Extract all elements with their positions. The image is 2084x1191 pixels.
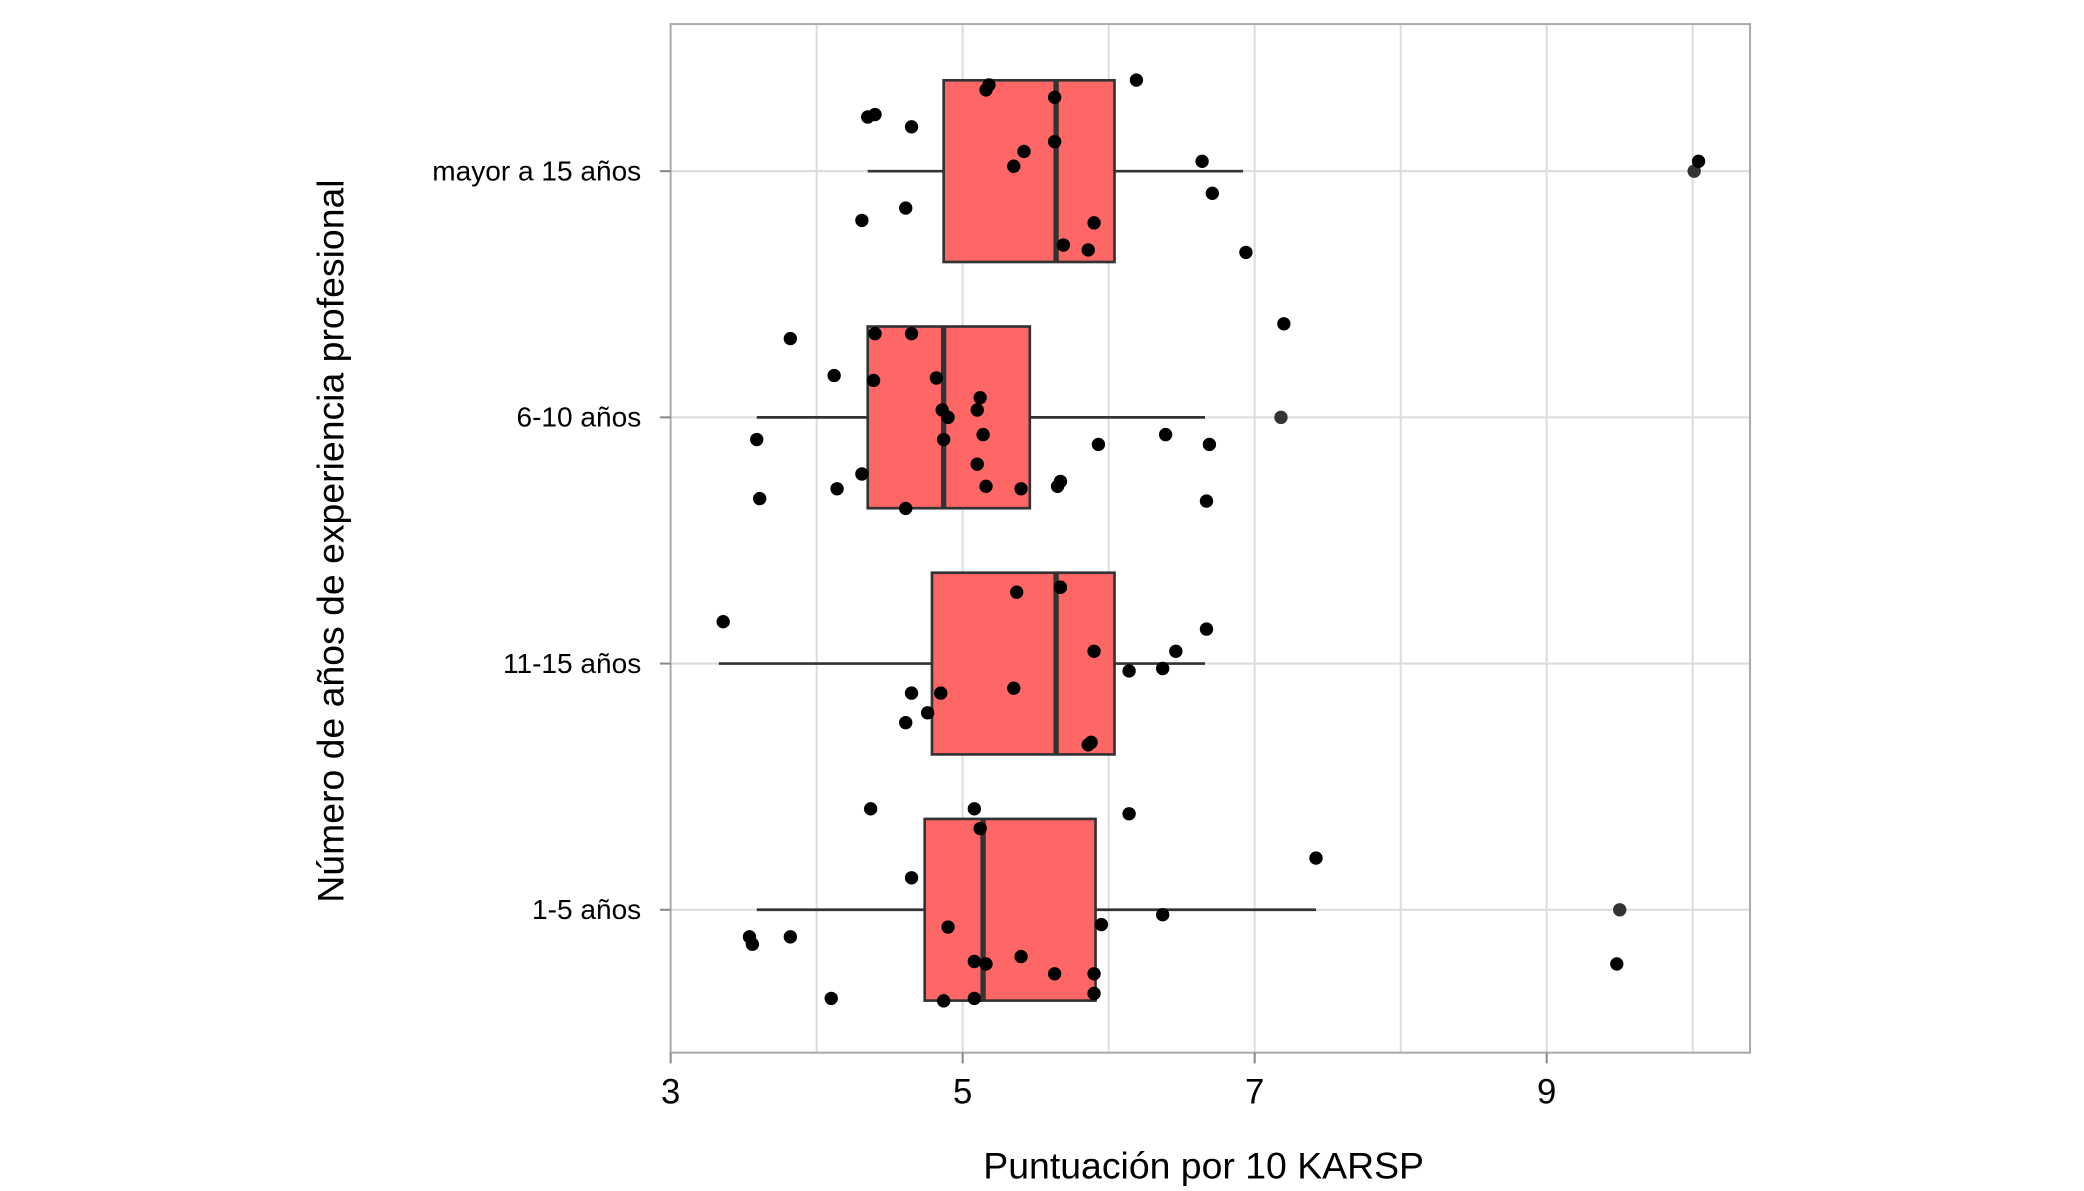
data-point — [1158, 427, 1173, 442]
data-point — [1195, 154, 1209, 168]
data-point — [1047, 90, 1062, 104]
data-point — [1156, 908, 1170, 922]
data-point — [941, 920, 955, 934]
data-point — [1009, 585, 1024, 599]
data-point — [1122, 807, 1136, 821]
x-tick-label: 7 — [1245, 1073, 1264, 1111]
data-point — [824, 991, 838, 1006]
data-point — [1087, 986, 1101, 1001]
jitter-points — [716, 73, 1706, 1008]
data-point — [979, 479, 993, 493]
x-tick-label: 9 — [1537, 1073, 1556, 1111]
data-point — [1053, 580, 1068, 594]
data-point — [1202, 437, 1217, 452]
data-point — [1014, 482, 1028, 496]
box — [942, 78, 1116, 264]
data-point — [1047, 134, 1062, 149]
y-tick-label: mayor a 15 años — [432, 156, 641, 187]
box — [923, 817, 1097, 1002]
data-point — [827, 368, 841, 383]
data-point — [941, 410, 955, 425]
data-point — [1169, 644, 1183, 658]
data-point — [1087, 216, 1101, 230]
data-point — [1017, 144, 1031, 159]
y-axis-title: Número de años de experiencia profesiona… — [309, 179, 351, 902]
data-point — [1087, 644, 1101, 658]
data-point — [936, 994, 951, 1008]
data-point — [1050, 479, 1065, 493]
data-point — [753, 491, 767, 506]
data-point — [976, 427, 990, 442]
data-point — [1091, 437, 1106, 452]
data-point — [745, 937, 760, 951]
data-point — [1056, 238, 1071, 252]
data-point — [979, 957, 993, 971]
data-point — [929, 371, 944, 385]
x-tick-label: 5 — [953, 1073, 972, 1111]
data-point — [861, 110, 875, 124]
data-point — [904, 871, 919, 885]
data-point — [1094, 917, 1109, 932]
data-point — [934, 686, 948, 700]
grid — [670, 24, 1751, 1053]
data-point — [920, 706, 935, 720]
x-tick-label: 3 — [661, 1073, 680, 1111]
data-point — [904, 120, 919, 134]
data-point — [1199, 622, 1214, 636]
data-point — [1156, 661, 1170, 676]
data-point — [1199, 494, 1214, 508]
outlier-point — [1613, 903, 1627, 917]
data-point — [970, 457, 984, 471]
box — [930, 571, 1116, 756]
data-point — [1014, 949, 1028, 964]
data-point — [899, 501, 913, 516]
data-point — [904, 326, 919, 341]
data-point — [1081, 243, 1095, 257]
x-axis-title: Puntuación por 10 KARSP — [983, 1144, 1424, 1186]
data-point — [1007, 159, 1021, 173]
data-point — [830, 482, 844, 496]
data-point — [716, 615, 730, 629]
data-point — [1691, 154, 1706, 168]
data-point — [973, 821, 987, 836]
y-tick-label: 6-10 años — [516, 402, 641, 433]
y-tick-label: 11-15 años — [503, 648, 641, 679]
y-tick-label: 1-5 años — [532, 894, 641, 925]
data-point — [904, 686, 919, 700]
data-point — [1007, 681, 1021, 695]
data-point — [970, 403, 984, 417]
data-point — [967, 991, 982, 1006]
data-point — [1122, 664, 1136, 678]
data-point — [1081, 738, 1095, 752]
plot-frame — [669, 23, 1752, 1054]
data-point — [967, 802, 982, 816]
data-point — [1277, 317, 1291, 331]
boxes — [718, 78, 1701, 1002]
y-axis-labels: 1-5 años 11-15 años 6-10 años mayor a 15 añ… — [432, 156, 671, 925]
data-point — [1239, 245, 1253, 260]
data-point — [868, 326, 882, 341]
outlier-point — [1274, 410, 1288, 425]
data-point — [936, 432, 951, 447]
data-point — [973, 390, 987, 405]
data-point — [899, 715, 913, 730]
data-point — [1087, 967, 1101, 981]
x-axis-ticks: 3 5 7 9 — [661, 1052, 1556, 1111]
data-point — [863, 802, 878, 816]
data-point — [1309, 851, 1323, 865]
data-point — [783, 930, 798, 944]
data-point — [866, 373, 881, 388]
data-point — [855, 467, 869, 481]
data-point — [855, 213, 869, 228]
data-point — [1610, 957, 1624, 971]
data-point — [1047, 967, 1062, 981]
data-point — [1205, 186, 1220, 200]
data-point — [979, 83, 993, 97]
data-point — [750, 432, 764, 447]
data-point — [967, 954, 982, 969]
data-point — [899, 201, 913, 215]
data-point — [1129, 73, 1144, 87]
data-point — [783, 331, 798, 346]
